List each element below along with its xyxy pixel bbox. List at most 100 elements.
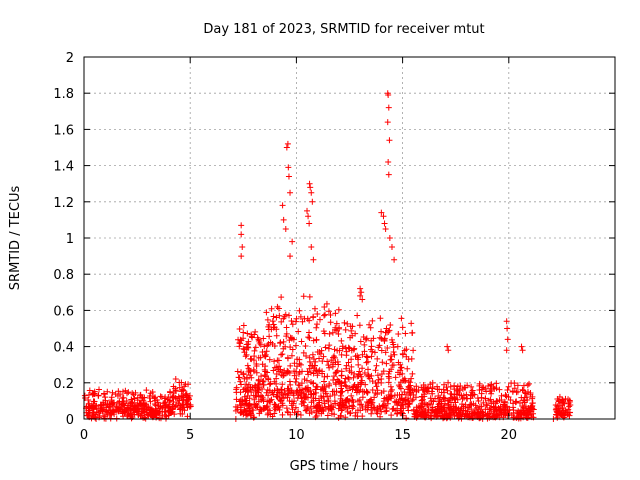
data-point <box>522 403 529 410</box>
data-point <box>338 337 345 344</box>
data-point <box>289 346 296 353</box>
data-point <box>454 412 461 419</box>
data-point <box>390 361 397 368</box>
data-point <box>311 362 318 369</box>
data-point <box>488 408 495 415</box>
data-point <box>254 385 261 392</box>
data-point <box>150 407 157 414</box>
data-point <box>108 394 115 401</box>
data-point <box>417 403 424 410</box>
data-point <box>408 320 415 327</box>
data-point <box>398 315 405 322</box>
data-point <box>347 334 354 341</box>
data-point <box>266 381 273 388</box>
data-point <box>170 393 177 400</box>
data-point <box>409 329 416 336</box>
data-point <box>291 409 298 416</box>
data-point <box>293 368 300 375</box>
data-point <box>273 375 280 382</box>
data-point <box>120 409 127 416</box>
data-point <box>259 394 266 401</box>
data-point <box>474 411 481 418</box>
data-point <box>106 401 113 408</box>
data-point <box>509 388 516 395</box>
data-point <box>408 375 415 382</box>
data-point <box>341 319 348 326</box>
data-point <box>359 394 366 401</box>
data-point <box>454 387 461 394</box>
data-point <box>428 409 435 416</box>
data-point <box>242 408 249 415</box>
data-point <box>357 285 364 292</box>
data-point <box>297 313 304 320</box>
data-point <box>482 395 489 402</box>
data-point <box>302 393 309 400</box>
data-point <box>262 363 269 370</box>
data-point <box>264 342 271 349</box>
data-point <box>508 380 515 387</box>
data-point <box>285 173 292 180</box>
data-point <box>391 398 398 405</box>
data-point <box>338 412 345 419</box>
data-point <box>348 369 355 376</box>
data-point <box>325 308 332 315</box>
data-point <box>323 300 330 307</box>
data-point <box>116 398 123 405</box>
data-point <box>386 368 393 375</box>
data-point <box>468 413 475 420</box>
data-point <box>267 399 274 406</box>
data-point <box>511 385 518 392</box>
data-point <box>348 392 355 399</box>
data-point <box>279 411 286 418</box>
data-point <box>410 392 417 399</box>
data-point <box>387 353 394 360</box>
data-point <box>436 386 443 393</box>
data-point <box>289 321 296 328</box>
data-point <box>85 397 92 404</box>
data-point <box>285 312 292 319</box>
data-point <box>329 329 336 336</box>
data-point <box>264 411 271 418</box>
data-point <box>344 320 351 327</box>
data-point <box>339 397 346 404</box>
data-point <box>236 325 243 332</box>
data-point <box>241 393 248 400</box>
data-point <box>273 332 280 339</box>
data-point <box>409 370 416 377</box>
data-point <box>137 391 144 398</box>
data-point <box>510 407 517 414</box>
data-point <box>443 406 450 413</box>
data-point <box>351 370 358 377</box>
data-point <box>308 409 315 416</box>
data-point <box>399 350 406 357</box>
data-point <box>247 384 254 391</box>
y-tick-label: 1.2 <box>53 196 74 211</box>
data-point <box>108 409 115 416</box>
data-point <box>100 399 107 406</box>
data-point <box>291 398 298 405</box>
data-point <box>320 385 327 392</box>
data-point <box>255 377 262 384</box>
data-point <box>179 411 186 418</box>
data-point <box>297 411 304 418</box>
data-point <box>520 387 527 394</box>
data-point <box>352 353 359 360</box>
data-point <box>263 404 270 411</box>
data-point <box>281 313 288 320</box>
data-point <box>158 394 165 401</box>
data-point <box>567 402 574 409</box>
data-point <box>111 399 118 406</box>
data-point <box>262 353 269 360</box>
data-point <box>327 393 334 400</box>
data-point <box>314 321 321 328</box>
data-point <box>264 316 271 323</box>
data-point <box>497 403 504 410</box>
data-point <box>100 412 107 419</box>
data-point <box>402 330 409 337</box>
data-point <box>161 408 168 415</box>
data-point <box>402 377 409 384</box>
data-point <box>500 406 507 413</box>
data-point <box>276 363 283 370</box>
data-point <box>381 220 388 227</box>
data-point <box>305 213 312 220</box>
